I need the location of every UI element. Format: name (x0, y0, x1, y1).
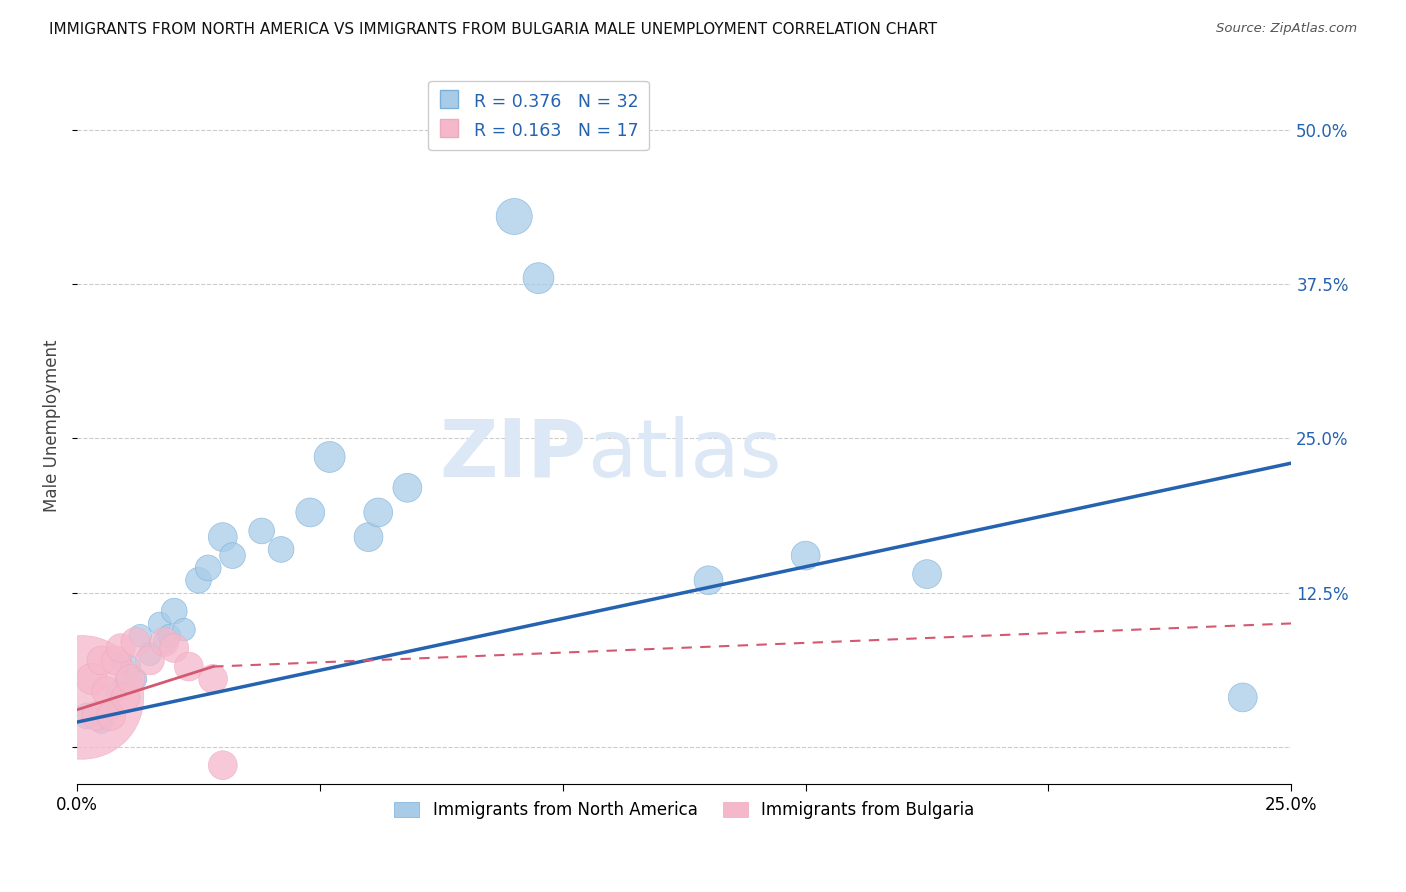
Point (120, 672, 142, 686)
Point (221, 549, 243, 563)
Point (70, 690, 93, 705)
Point (104, 653, 127, 667)
Point (527, 271, 550, 285)
Point (173, 623, 195, 637)
Point (124, 672, 146, 686)
Point (915, 567, 938, 582)
Point (187, 574, 209, 588)
Point (100, 703, 122, 717)
Point (299, 505, 322, 519)
Point (794, 549, 817, 563)
Point (697, 574, 720, 588)
Point (396, 481, 419, 495)
Point (96, 684, 118, 698)
Point (503, 210, 526, 224)
Point (318, 450, 340, 464)
Text: Source: ZipAtlas.com: Source: ZipAtlas.com (1216, 22, 1357, 36)
Y-axis label: Male Unemployment: Male Unemployment (44, 340, 60, 512)
Point (129, 629, 152, 643)
Point (76, 709, 98, 723)
Point (86, 709, 108, 723)
Point (120, 659, 142, 673)
Point (211, 530, 233, 544)
Point (149, 616, 172, 631)
Text: ZIP: ZIP (440, 416, 588, 494)
Point (100, 709, 122, 723)
Point (270, 542, 292, 557)
Point (124, 635, 146, 649)
Point (177, 659, 200, 673)
Point (80, 672, 103, 686)
Text: IMMIGRANTS FROM NORTH AMERICA VS IMMIGRANTS FROM BULGARIA MALE UNEMPLOYMENT CORR: IMMIGRANTS FROM NORTH AMERICA VS IMMIGRA… (49, 22, 938, 37)
Point (139, 647, 162, 661)
Point (197, 561, 219, 575)
Point (110, 641, 132, 656)
Legend: Immigrants from North America, Immigrants from Bulgaria: Immigrants from North America, Immigrant… (388, 794, 981, 825)
Point (211, 758, 233, 772)
Point (90, 653, 112, 667)
Point (163, 604, 186, 618)
Text: atlas: atlas (588, 416, 782, 494)
Point (1232, 690, 1254, 705)
Point (153, 635, 176, 649)
Point (153, 635, 176, 649)
Point (202, 672, 225, 686)
Point (110, 653, 132, 667)
Point (104, 684, 127, 698)
Point (157, 629, 180, 643)
Point (250, 524, 273, 538)
Point (357, 530, 380, 544)
Point (163, 641, 186, 656)
Point (139, 653, 162, 667)
Point (114, 690, 136, 705)
Point (90, 715, 112, 730)
Point (114, 672, 136, 686)
Point (367, 505, 389, 519)
